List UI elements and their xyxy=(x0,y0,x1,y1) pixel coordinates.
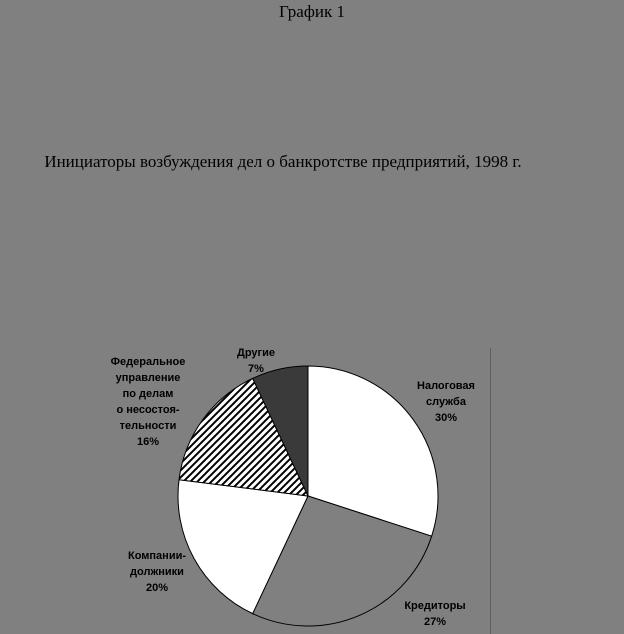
pie-label-kompanii-dolzhniki: Компании- должники 20% xyxy=(127,550,187,594)
pie-slice-1 xyxy=(307,365,439,537)
pie-slice-4 xyxy=(178,377,309,497)
pie-label-federalnoe-upravlenie: Федеральное управление по делам о несост… xyxy=(110,356,186,448)
pie-label-kreditory: Кредиторы 27% xyxy=(404,600,466,628)
pie-slice-3 xyxy=(177,479,309,615)
pie-label-nalogovaya-sluzhba: Налоговая служба 30% xyxy=(417,380,475,424)
pie-slice-5 xyxy=(251,365,309,497)
pie-slice-2 xyxy=(251,495,433,627)
chart-number-heading: График 1 xyxy=(279,2,345,21)
chart-title: Инициаторы возбуждения дел о банкротстве… xyxy=(44,152,522,171)
pie-chart xyxy=(177,365,439,627)
pie-label-drugie: Другие 7% xyxy=(237,347,275,375)
